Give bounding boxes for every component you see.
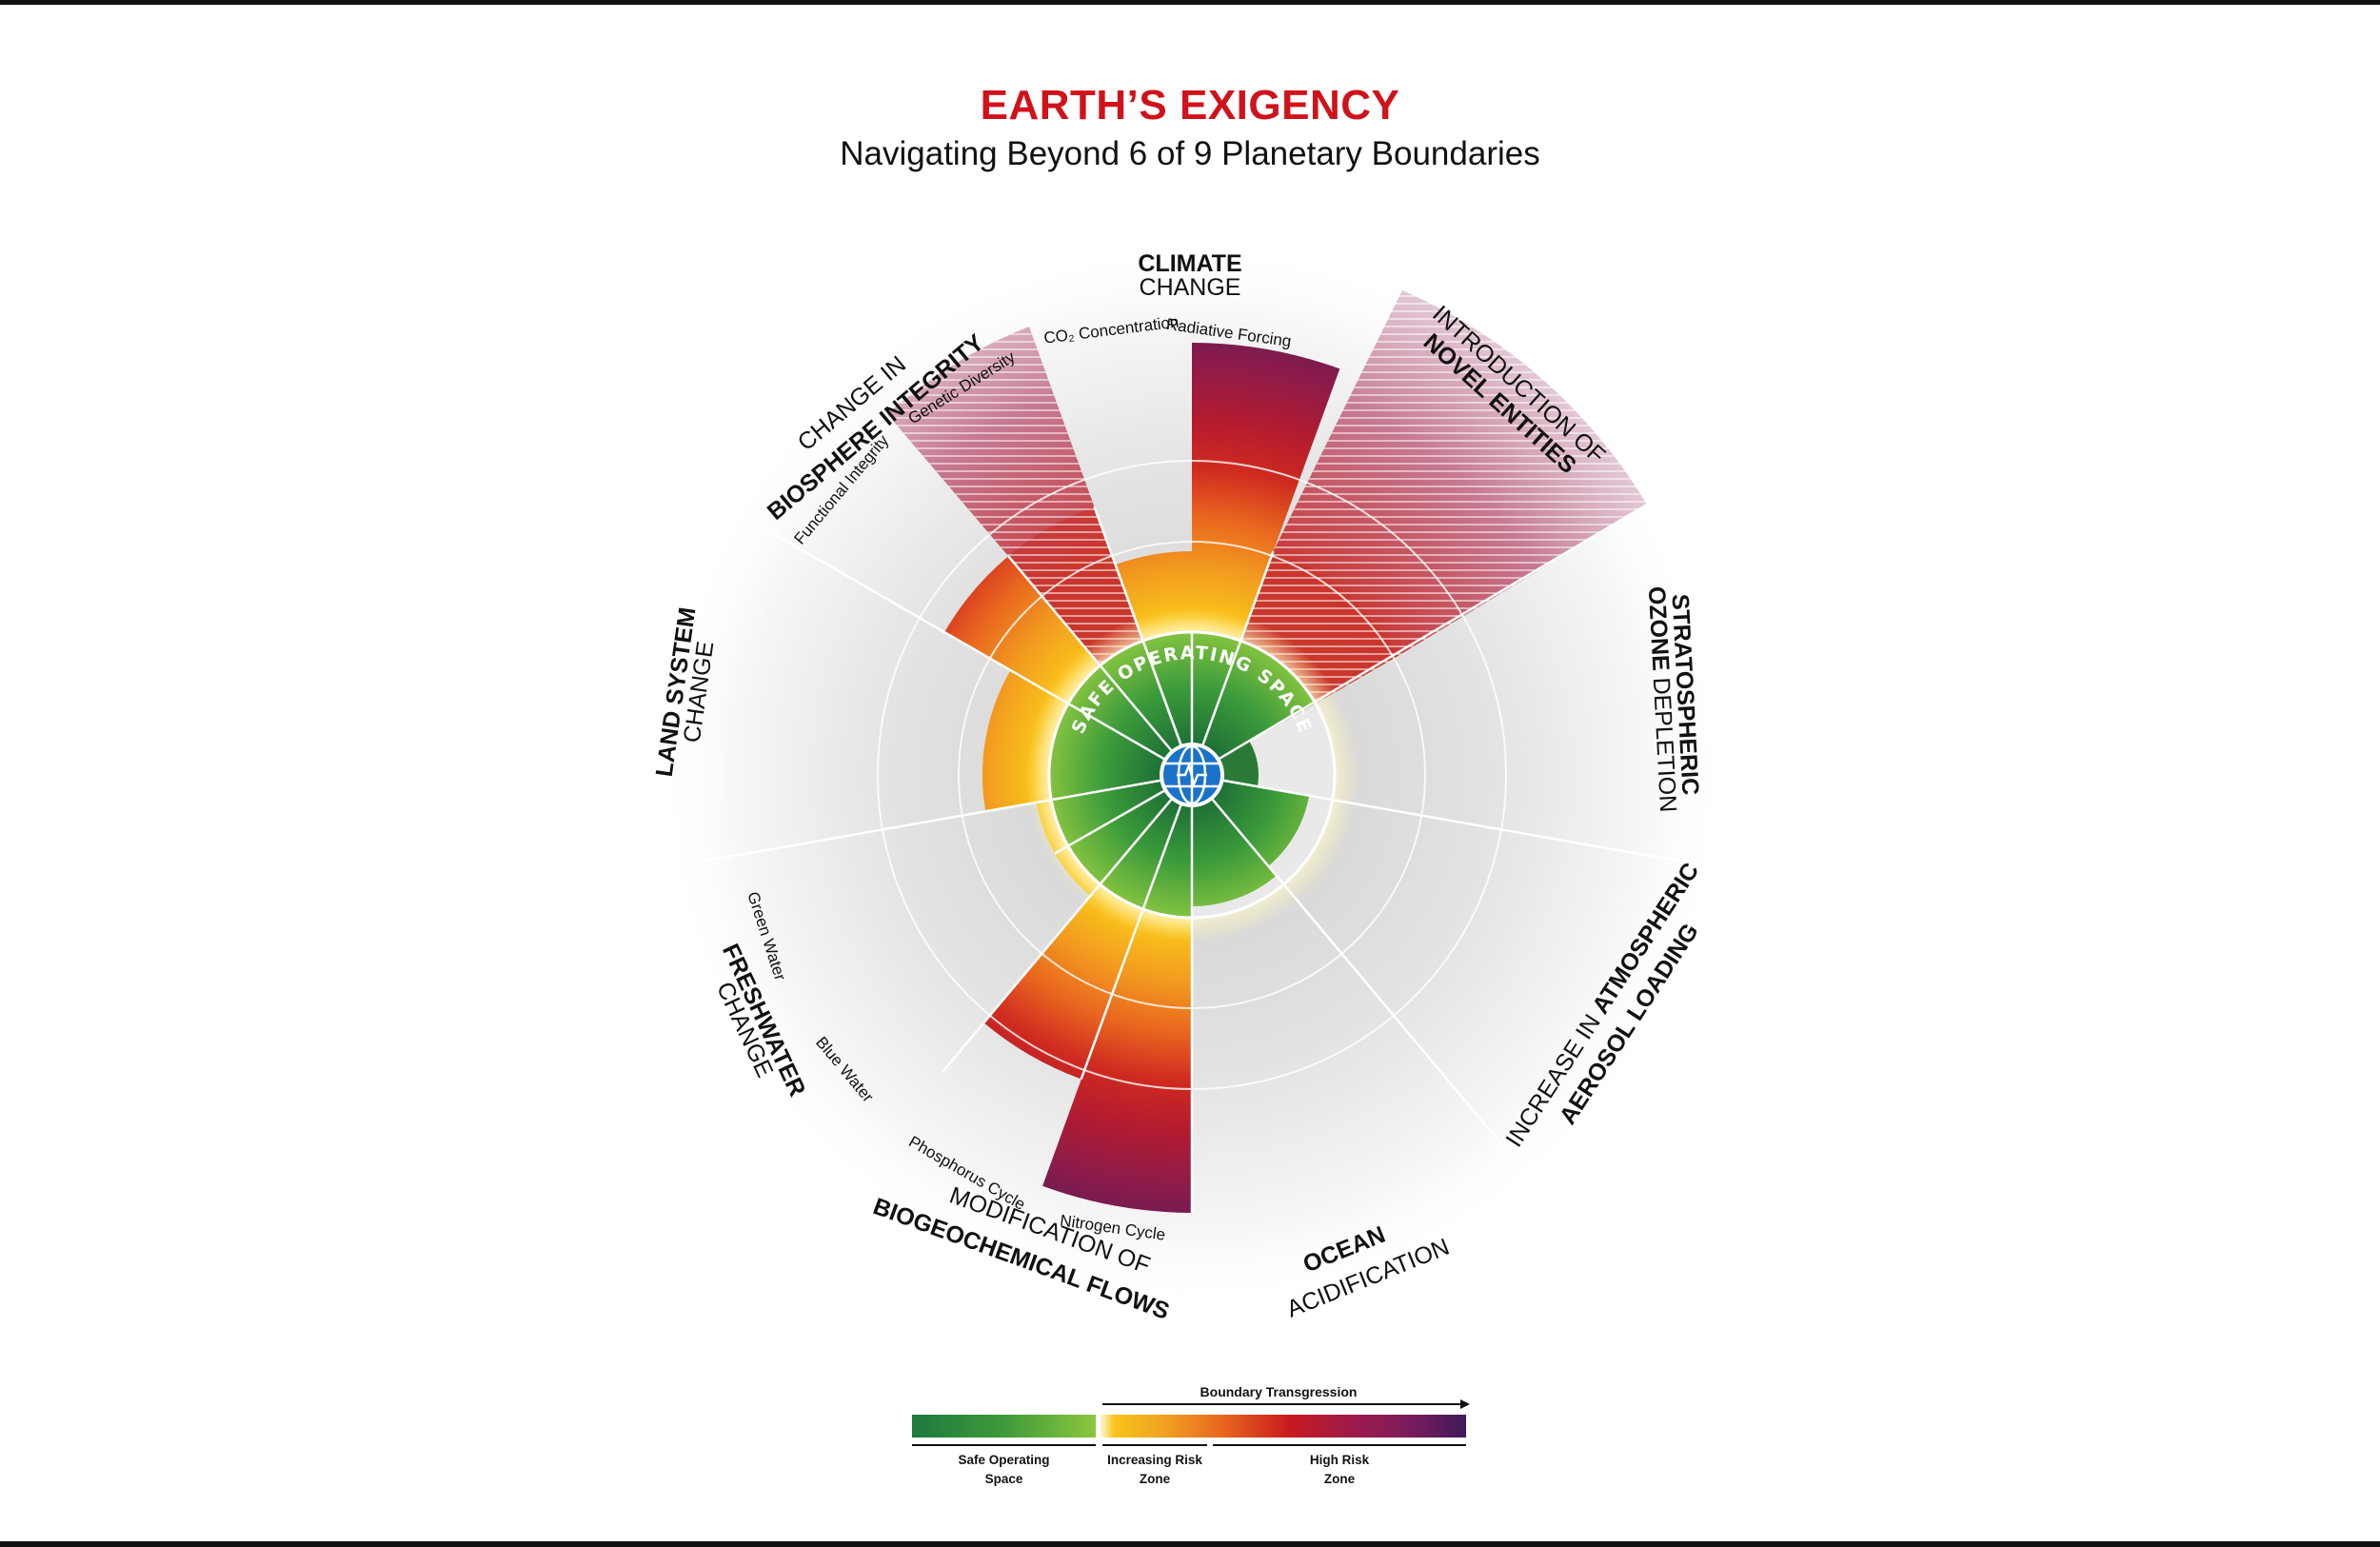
arrow-right-icon [1460,1399,1470,1409]
page-title: EARTH’S EXIGENCY [980,82,1400,129]
wedge-ocean-acidification [1192,775,1277,906]
globe-heartbeat-icon [1160,743,1224,807]
legend-caption-increasing: Increasing Risk Zone [1102,1451,1207,1489]
legend-rule-increasing [1102,1444,1207,1446]
legend-high-line1: High Risk [1309,1453,1370,1467]
legend-bar-risk [1100,1415,1466,1438]
legend-caption-safe: Safe Operating Space [912,1451,1096,1489]
legend-safe-line1: Safe Operating [958,1453,1050,1467]
legend-bar-safe [912,1415,1096,1438]
label-climate-line1: CLIMATE [1138,250,1241,277]
wedge-aerosol-loading [1192,775,1310,866]
legend-arrow-label: Boundary Transgression [1200,1384,1358,1399]
legend-increasing-line1: Increasing Risk [1107,1453,1202,1467]
legend-rule-safe [912,1444,1096,1446]
legend-arrow-line [1102,1403,1462,1405]
bottom-frame-border [0,1541,2380,1547]
legend-increasing-line2: Zone [1139,1472,1171,1486]
legend-high-line2: Zone [1323,1472,1356,1486]
label-climate-line2: CHANGE [1140,274,1241,301]
legend-rule-high [1213,1444,1466,1446]
top-frame-border [0,0,2380,5]
radial-dividers [684,503,1705,1213]
legend-caption-high: High Risk Zone [1213,1451,1466,1489]
legend-safe-line2: Space [984,1472,1023,1486]
page-subtitle: Navigating Beyond 6 of 9 Planetary Bound… [840,135,1540,172]
legend: Boundary Transgression Safe Operating Sp… [912,1380,1474,1495]
